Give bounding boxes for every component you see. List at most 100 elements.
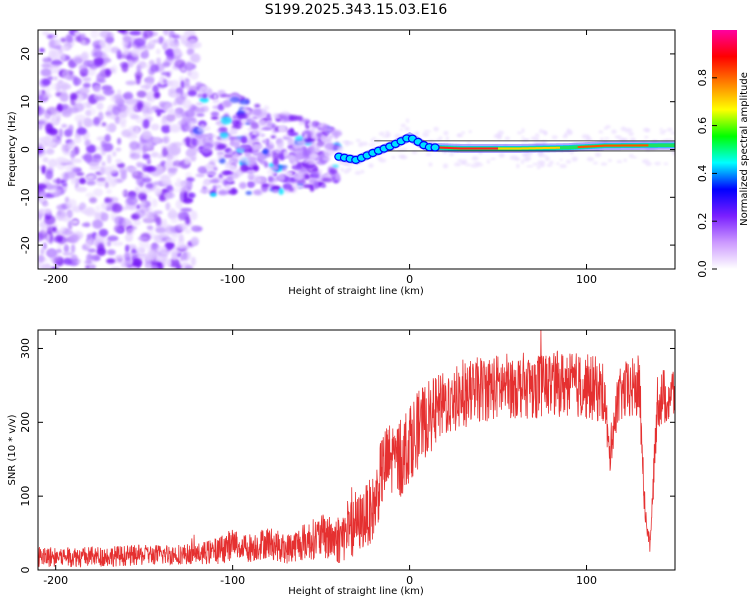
spectrogram-faint-blob	[520, 159, 525, 165]
spectrogram-noise-blob	[89, 196, 97, 204]
colorbar-tick-label: 0.4	[696, 165, 709, 183]
spectrogram-noise-blob	[151, 264, 159, 269]
spectrogram-noise-blob	[63, 172, 69, 182]
spectrogram-noise-blob	[122, 35, 132, 43]
spectrogram-noise-blob	[82, 101, 91, 109]
spectrogram-faint-blob	[399, 128, 404, 132]
spectrogram-transition-blob	[261, 127, 273, 131]
spectrogram-noise-blob	[38, 229, 47, 240]
spectrogram-faint-blob	[644, 135, 649, 139]
spectrogram-noise-blob	[136, 176, 145, 187]
spectrogram-noise-blob	[140, 106, 149, 114]
spectrogram-noise-blob	[68, 124, 74, 133]
spectrogram-noise-blob	[175, 199, 183, 210]
spectrogram-transition-blob	[312, 181, 320, 190]
spectrogram-noise-blob	[176, 241, 185, 249]
spectrogram-transition-blob	[263, 105, 270, 111]
spectrogram-transition-blob	[209, 179, 220, 184]
spectrogram-transition-blob	[261, 183, 270, 188]
spectrogram-transition-blob	[198, 88, 204, 94]
spectrogram-y-tick-label: 0	[19, 146, 32, 153]
spectrogram-faint-blob	[370, 138, 374, 143]
spectrogram-faint-blob	[449, 152, 454, 157]
spectrogram-noise-blob	[155, 48, 161, 55]
spectrogram-noise-blob	[61, 123, 68, 128]
spectrogram-noise-blob	[150, 123, 160, 131]
spectrogram-transition-blob	[252, 108, 262, 116]
spectrogram-noise-blob	[84, 265, 90, 269]
spectrogram-noise-blob	[185, 150, 195, 158]
spectrogram-faint-blob	[377, 156, 383, 161]
spectrogram-faint-blob	[603, 137, 610, 140]
spectrogram-noise-blob	[73, 57, 84, 64]
spectrogram-noise-blob	[68, 106, 79, 114]
spectrogram-noise-blob	[90, 30, 99, 39]
spectrogram-noise-blob	[191, 137, 198, 146]
spectrogram-noise-blob	[46, 167, 54, 174]
spectrogram-noise-blob	[153, 91, 161, 99]
spectrogram-noise-blob	[68, 60, 76, 69]
spectrogram-faint-blob	[445, 136, 449, 141]
spectrogram-transition-blob	[219, 132, 229, 139]
spectrogram-transition-blob	[268, 140, 274, 146]
spectrogram-faint-blob	[645, 161, 652, 166]
spectrogram-noise-blob	[90, 48, 101, 58]
spectrogram-noise-blob	[134, 186, 140, 195]
spectrogram-noise-blob	[38, 137, 50, 142]
spectrogram-noise-blob	[61, 69, 70, 80]
spectrogram-faint-blob	[355, 139, 361, 143]
spectrogram-transition-blob	[245, 190, 253, 195]
spectrogram-noise-blob	[135, 74, 141, 85]
spectrogram-noise-blob	[189, 70, 199, 81]
spectrogram-faint-blob	[624, 128, 633, 133]
spectrogram-faint-blob	[615, 136, 623, 139]
spectrogram-transition-blob	[278, 188, 284, 195]
spectrogram-noise-blob	[106, 188, 112, 195]
spectrogram-faint-blob	[537, 152, 544, 155]
spectrogram-noise-blob	[172, 101, 178, 106]
spectrogram-noise-blob	[161, 256, 168, 267]
spectrogram-faint-blob	[504, 136, 511, 141]
spectrogram-transition-blob	[238, 181, 247, 189]
spectrogram-noise-blob	[96, 72, 106, 83]
spectrogram-faint-blob	[521, 128, 525, 133]
spectrogram-faint-blob	[600, 137, 604, 142]
spectrogram-noise-blob	[56, 177, 61, 185]
spectrogram-transition-blob	[298, 120, 304, 126]
spectrogram-transition-blob	[293, 144, 304, 149]
spectrogram-transition-blob	[217, 189, 229, 196]
spectrogram-noise-blob	[150, 151, 159, 158]
spectrogram-noise-blob	[71, 149, 76, 157]
spectrogram-noise-blob	[55, 234, 64, 242]
spectrogram-noise-blob	[155, 227, 167, 234]
spectrogram-faint-blob	[592, 161, 598, 165]
spectrogram-transition-blob	[260, 133, 266, 138]
spectrogram-transition-blob	[210, 111, 220, 117]
spectrogram-transition-blob	[252, 138, 260, 142]
spectrogram-transition-blob	[275, 149, 281, 155]
spectrogram-faint-blob	[368, 163, 374, 168]
spectrogram-noise-blob	[162, 78, 168, 84]
spectrogram-transition-blob	[315, 160, 326, 166]
spectrogram-transition-blob	[320, 134, 327, 142]
spectrogram-noise-blob	[169, 258, 180, 268]
spectrogram-faint-blob	[598, 130, 604, 134]
spectrogram-faint-blob	[545, 156, 550, 162]
spectrogram-x-tick-label: 0	[406, 273, 413, 286]
spectrogram-noise-blob	[156, 111, 161, 117]
spectrogram-noise-blob	[140, 173, 150, 178]
spectrogram-noise-blob	[51, 69, 59, 74]
spectrogram-transition-blob	[279, 115, 288, 123]
spectrogram-faint-blob	[498, 152, 505, 158]
spectrogram-noise-blob	[80, 38, 87, 46]
spectrogram-noise-blob	[92, 153, 102, 164]
spectrogram-transition-blob	[212, 99, 220, 104]
spectrogram-transition-blob	[197, 166, 207, 174]
spectrogram-noise-blob	[171, 92, 182, 98]
spectrogram-faint-blob	[516, 163, 520, 169]
spectrogram-noise-blob	[136, 90, 147, 98]
spectrogram-noise-blob	[117, 30, 127, 34]
spectrogram-transition-blob	[272, 157, 279, 166]
spectrogram-noise-blob	[143, 30, 154, 39]
spectrogram-transition-blob	[287, 178, 297, 182]
